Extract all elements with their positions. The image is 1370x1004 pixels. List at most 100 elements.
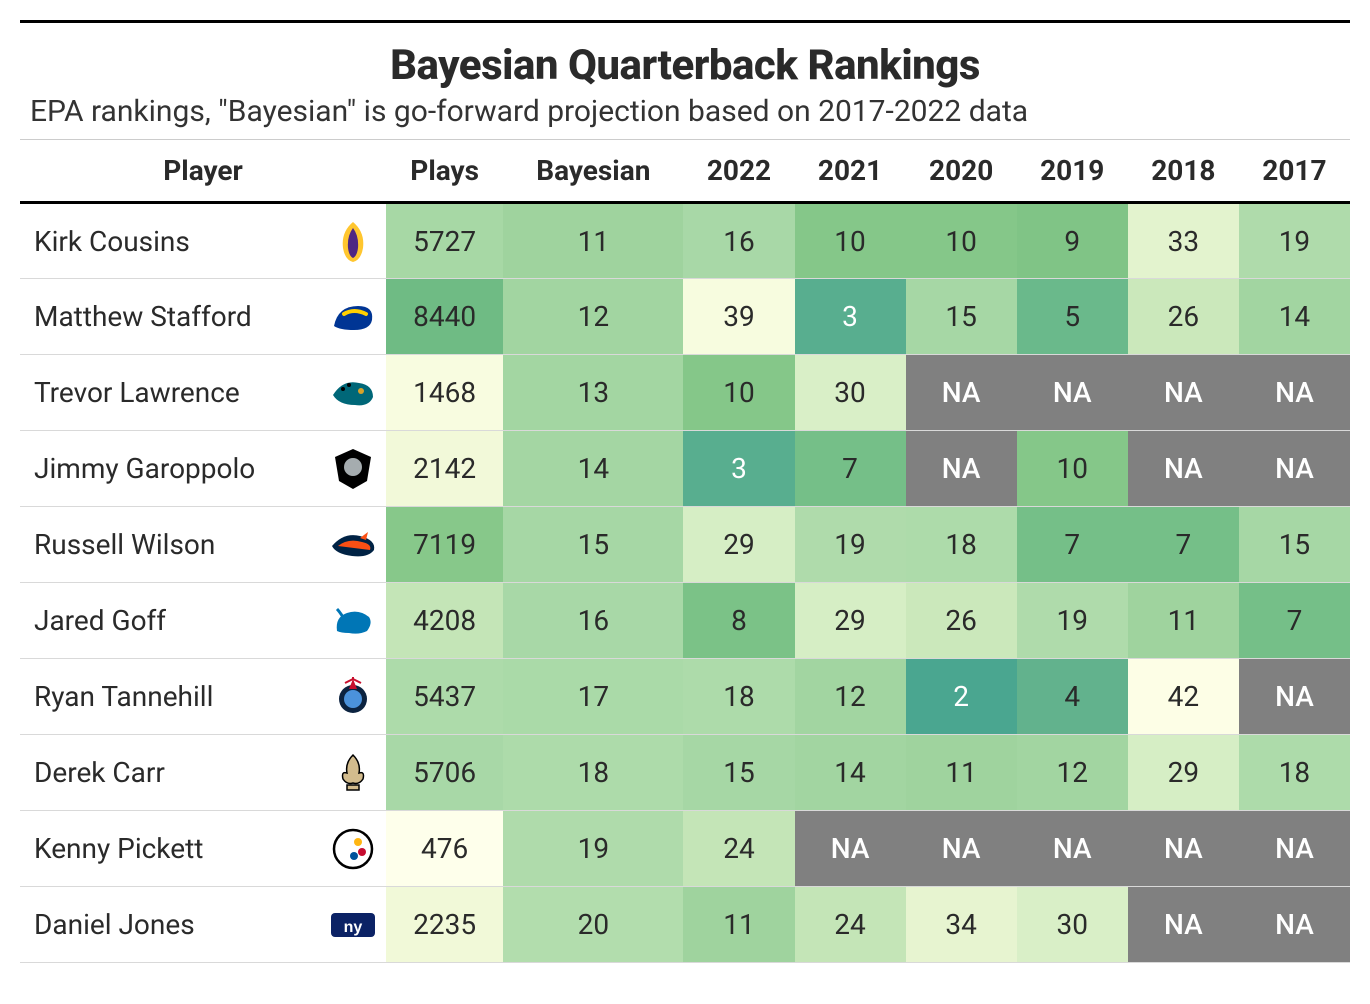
rank-cell: 7 — [1128, 507, 1239, 583]
vikings-logo-icon — [320, 203, 386, 279]
rank-cell: 7 — [1017, 507, 1128, 583]
rank-cell: 12 — [795, 659, 906, 735]
rank-cell: 19 — [1239, 203, 1350, 279]
header-row: Player Plays Bayesian 2022 2021 2020 201… — [20, 140, 1350, 203]
rank-cell: 16 — [503, 583, 683, 659]
table-row: Jared Goff 4208168292619117 — [20, 583, 1350, 659]
rank-cell: 19 — [503, 811, 683, 887]
rank-cell: NA — [1239, 811, 1350, 887]
rank-cell: NA — [906, 431, 1017, 507]
rank-cell: 7 — [795, 431, 906, 507]
table-row: Trevor Lawrence 1468131030NANANANA — [20, 355, 1350, 431]
rank-cell: 30 — [795, 355, 906, 431]
rank-cell: 7119 — [386, 507, 503, 583]
svg-text:ny: ny — [344, 919, 363, 936]
rank-cell: 10 — [906, 203, 1017, 279]
col-2022: 2022 — [683, 140, 794, 203]
rank-cell: 29 — [795, 583, 906, 659]
player-name-cell: Kirk Cousins — [20, 203, 320, 279]
rank-cell: NA — [1239, 887, 1350, 963]
rank-cell: 26 — [1128, 279, 1239, 355]
player-name-cell: Daniel Jones — [20, 887, 320, 963]
rank-cell: 18 — [503, 735, 683, 811]
rank-cell: 15 — [503, 507, 683, 583]
rank-cell: NA — [1239, 659, 1350, 735]
col-2020: 2020 — [906, 140, 1017, 203]
rank-cell: 2235 — [386, 887, 503, 963]
rank-cell: 7 — [1239, 583, 1350, 659]
player-name-cell: Jared Goff — [20, 583, 320, 659]
rank-cell: 1468 — [386, 355, 503, 431]
rank-cell: NA — [1239, 431, 1350, 507]
rank-cell: 12 — [503, 279, 683, 355]
rank-cell: 18 — [906, 507, 1017, 583]
rank-cell: 20 — [503, 887, 683, 963]
rank-cell: 29 — [683, 507, 794, 583]
rank-cell: NA — [1128, 355, 1239, 431]
rankings-table-container: Bayesian Quarterback Rankings EPA rankin… — [20, 20, 1350, 963]
rank-cell: NA — [1017, 811, 1128, 887]
rank-cell: 13 — [503, 355, 683, 431]
col-2019: 2019 — [1017, 140, 1128, 203]
rank-cell: 24 — [795, 887, 906, 963]
broncos-logo-icon — [320, 507, 386, 583]
player-name-cell: Matthew Stafford — [20, 279, 320, 355]
rank-cell: NA — [906, 355, 1017, 431]
player-name-cell: Jimmy Garoppolo — [20, 431, 320, 507]
rank-cell: 17 — [503, 659, 683, 735]
rank-cell: 4208 — [386, 583, 503, 659]
rank-cell: 5727 — [386, 203, 503, 279]
table-row: Russell Wilson 7119152919187715 — [20, 507, 1350, 583]
rank-cell: 34 — [906, 887, 1017, 963]
rank-cell: 10 — [1017, 431, 1128, 507]
rank-cell: 476 — [386, 811, 503, 887]
rank-cell: 11 — [1128, 583, 1239, 659]
rank-cell: NA — [1128, 811, 1239, 887]
table-row: Jimmy Garoppolo 21421437NA10NANA — [20, 431, 1350, 507]
rank-cell: 10 — [683, 355, 794, 431]
steelers-logo-icon — [320, 811, 386, 887]
table-row: Matthew Stafford 8440123931552614 — [20, 279, 1350, 355]
giants-logo-icon: ny — [320, 887, 386, 963]
table-body: Kirk Cousins 57271116101093319Matthew St… — [20, 203, 1350, 963]
player-name-cell: Derek Carr — [20, 735, 320, 811]
rank-cell: 15 — [1239, 507, 1350, 583]
rank-cell: 9 — [1017, 203, 1128, 279]
player-name-cell: Ryan Tannehill — [20, 659, 320, 735]
rank-cell: NA — [1239, 355, 1350, 431]
col-2017: 2017 — [1239, 140, 1350, 203]
raiders-logo-icon — [320, 431, 386, 507]
rank-cell: 5437 — [386, 659, 503, 735]
player-name-cell: Trevor Lawrence — [20, 355, 320, 431]
col-2018: 2018 — [1128, 140, 1239, 203]
table-subtitle: EPA rankings, "Bayesian" is go-forward p… — [20, 94, 1350, 140]
rams-logo-icon — [320, 279, 386, 355]
table-row: Daniel Jones ny 22352011243430NANA — [20, 887, 1350, 963]
col-2021: 2021 — [795, 140, 906, 203]
titans-logo-icon — [320, 659, 386, 735]
rank-cell: NA — [1017, 355, 1128, 431]
rank-cell: 18 — [683, 659, 794, 735]
rank-cell: 3 — [795, 279, 906, 355]
lions-logo-icon — [320, 583, 386, 659]
rank-cell: 26 — [906, 583, 1017, 659]
player-name-cell: Russell Wilson — [20, 507, 320, 583]
rank-cell: 5 — [1017, 279, 1128, 355]
rank-cell: 30 — [1017, 887, 1128, 963]
col-plays: Plays — [386, 140, 503, 203]
table-title: Bayesian Quarterback Rankings — [20, 23, 1350, 94]
table-row: Derek Carr 570618151411122918 — [20, 735, 1350, 811]
rank-cell: 11 — [503, 203, 683, 279]
rank-cell: 19 — [1017, 583, 1128, 659]
rank-cell: 24 — [683, 811, 794, 887]
rank-cell: 33 — [1128, 203, 1239, 279]
rank-cell: 14 — [1239, 279, 1350, 355]
col-bayesian: Bayesian — [503, 140, 683, 203]
rank-cell: 2142 — [386, 431, 503, 507]
rank-cell: 16 — [683, 203, 794, 279]
rank-cell: 14 — [795, 735, 906, 811]
rank-cell: NA — [1128, 431, 1239, 507]
rank-cell: 3 — [683, 431, 794, 507]
rank-cell: 15 — [683, 735, 794, 811]
rank-cell: 12 — [1017, 735, 1128, 811]
